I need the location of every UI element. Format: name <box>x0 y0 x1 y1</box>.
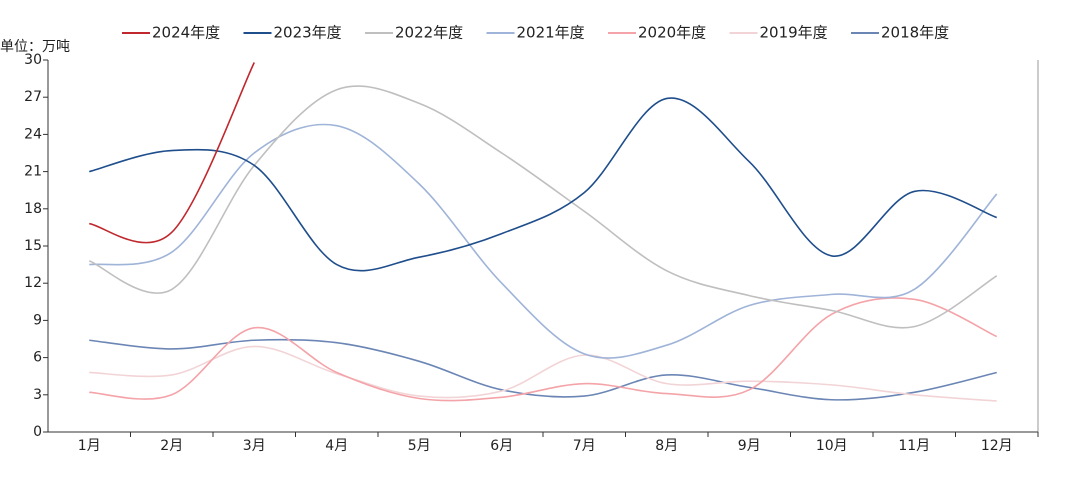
legend-label: 2023年度 <box>274 24 342 42</box>
series-line <box>89 338 997 401</box>
legend-label: 2024年度 <box>152 24 220 42</box>
x-tick-label: 5月 <box>408 438 431 454</box>
x-tick-label: 12月 <box>981 438 1013 454</box>
series-line <box>89 123 998 359</box>
unit-label: 单位：万吨 <box>0 39 70 55</box>
legend-label: 2018年度 <box>881 24 949 42</box>
legend-label: 2020年度 <box>638 24 706 42</box>
series-line <box>89 62 255 244</box>
x-tick-label: 9月 <box>738 438 761 454</box>
y-tick-label: 15 <box>24 238 42 254</box>
y-tick-label: 3 <box>33 387 42 403</box>
series-line <box>89 97 998 272</box>
x-tick-label: 7月 <box>573 438 596 454</box>
y-tick-label: 18 <box>24 201 42 217</box>
x-tick-label: 11月 <box>898 438 930 454</box>
y-tick-label: 12 <box>24 275 42 291</box>
x-tick-label: 2月 <box>160 438 183 454</box>
y-tick-label: 0 <box>33 424 42 440</box>
y-tick-label: 6 <box>33 350 42 366</box>
series-line <box>89 297 998 402</box>
legend-label: 2022年度 <box>395 24 463 42</box>
x-tick-label: 8月 <box>655 438 678 454</box>
y-tick-label: 21 <box>24 164 42 180</box>
legend-label: 2021年度 <box>517 24 585 42</box>
y-tick-label: 27 <box>24 89 42 105</box>
x-tick-label: 6月 <box>490 438 513 454</box>
x-tick-label: 3月 <box>243 438 266 454</box>
series-line <box>88 85 998 329</box>
series-line <box>89 345 997 402</box>
x-tick-label: 1月 <box>78 438 101 454</box>
legend-label: 2019年度 <box>760 24 828 42</box>
x-tick-label: 4月 <box>325 438 348 454</box>
x-tick-label: 10月 <box>816 438 848 454</box>
y-tick-label: 30 <box>24 52 42 68</box>
y-tick-label: 24 <box>24 126 42 142</box>
y-tick-label: 9 <box>33 312 42 328</box>
